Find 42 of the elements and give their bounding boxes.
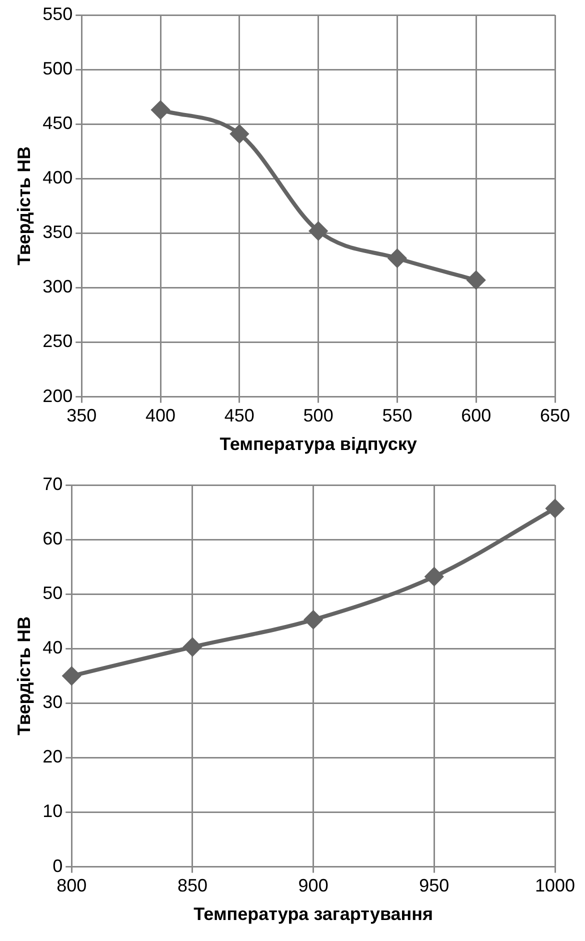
x-tick-label: 850 — [177, 876, 208, 896]
y-tick-label: 60 — [42, 528, 63, 549]
y-tick-label: 400 — [42, 168, 73, 188]
x-tick-label: 650 — [540, 406, 570, 426]
point — [62, 666, 81, 685]
point — [152, 100, 170, 119]
point — [183, 638, 202, 656]
point — [309, 222, 328, 240]
x-tick-label: 350 — [66, 406, 97, 426]
y-tick-label: 550 — [42, 4, 73, 24]
y-tick-label: 70 — [42, 474, 63, 494]
x-tick-label: 400 — [146, 406, 176, 426]
y-axis-title: Твердість НВ — [14, 146, 34, 266]
x-tick-label: 800 — [56, 876, 87, 896]
point — [230, 124, 248, 143]
point — [425, 568, 444, 586]
y-tick-label: 250 — [42, 331, 73, 352]
x-tick-label: 500 — [303, 406, 334, 426]
x-axis-title: Температура відпуску — [220, 434, 417, 454]
y-tick-label: 200 — [42, 386, 73, 406]
y-tick-label: 40 — [42, 638, 63, 658]
x-tick-label: 950 — [419, 876, 450, 896]
y-tick-label: 450 — [42, 113, 73, 134]
y-tick-label: 300 — [42, 276, 73, 297]
point — [546, 499, 564, 518]
x-axis-title: Температура загартування — [194, 904, 434, 924]
y-tick-label: 10 — [42, 801, 63, 822]
x-tick-label: 550 — [382, 406, 412, 426]
x-tick-label: 900 — [298, 876, 328, 896]
x-tick-label: 1000 — [534, 876, 576, 896]
x-tick-label: 450 — [224, 406, 254, 426]
y-tick-label: 30 — [42, 692, 63, 712]
y-tick-label: 20 — [42, 746, 63, 767]
point — [388, 249, 406, 268]
x-tick-label: 600 — [461, 406, 492, 426]
point — [304, 610, 322, 629]
y-tick-label: 50 — [42, 583, 63, 604]
y-tick-label: 0 — [52, 856, 63, 876]
y-tick-label: 500 — [42, 58, 73, 79]
point — [467, 271, 486, 290]
y-tick-label: 350 — [42, 222, 73, 242]
y-axis-title: Твердість НВ — [14, 616, 34, 736]
